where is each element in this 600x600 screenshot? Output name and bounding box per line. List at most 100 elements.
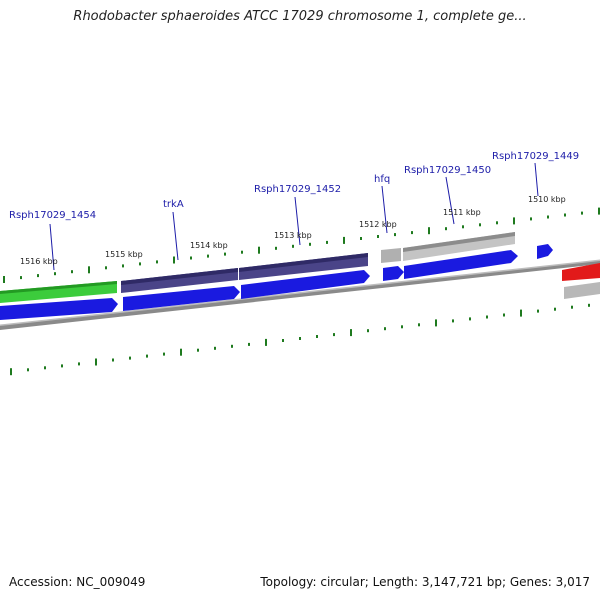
gene-bar-rsph17029-1454-shade xyxy=(0,281,117,294)
lower-tick-minor xyxy=(214,346,216,350)
lower-tick-minor xyxy=(248,342,250,346)
upper-tick-major xyxy=(173,256,175,264)
lower-tick-major xyxy=(10,368,12,376)
upper-tick-major xyxy=(428,227,430,235)
lower-tick-minor xyxy=(486,315,488,319)
upper-tick-minor xyxy=(156,260,158,264)
gene-label-trka[interactable]: trkA xyxy=(163,199,184,210)
kbp-label-1510: 1510 kbp xyxy=(528,195,566,204)
kbp-label-1516: 1516 kbp xyxy=(20,257,58,266)
leader-line-1449 xyxy=(534,162,539,197)
cds-arrow-1452[interactable] xyxy=(241,270,370,299)
upper-tick-major xyxy=(3,276,5,283)
chromosome-backbone-highlight xyxy=(0,259,600,326)
upper-tick-minor xyxy=(241,250,243,254)
upper-tick-major xyxy=(258,246,260,254)
kbp-label-1511: 1511 kbp xyxy=(443,208,481,217)
gene-label-rsph17029-1449[interactable]: Rsph17029_1449 xyxy=(492,151,579,162)
gene-label-rsph17029-1450[interactable]: Rsph17029_1450 xyxy=(404,165,491,176)
map-title: Rhodobacter sphaeroides ATCC 17029 chrom… xyxy=(73,9,527,24)
lower-tick-major xyxy=(95,358,97,366)
upper-tick-minor xyxy=(224,252,226,256)
upper-tick-minor xyxy=(377,235,379,238)
upper-tick-minor xyxy=(496,221,498,225)
lower-tick-minor xyxy=(418,323,420,327)
lower-tick-minor xyxy=(537,309,539,313)
lower-tick-minor xyxy=(146,354,148,358)
lower-tick-minor xyxy=(401,325,403,329)
lower-tick-minor xyxy=(197,348,199,352)
lower-tick-major xyxy=(435,319,437,327)
lower-tick-minor xyxy=(299,337,301,340)
kbp-label-1514: 1514 kbp xyxy=(190,241,228,250)
upper-tick-minor xyxy=(54,272,56,276)
lower-tick-minor xyxy=(469,317,471,321)
upper-tick-minor xyxy=(564,213,566,217)
lower-tick-minor xyxy=(61,364,63,368)
lower-tick-minor xyxy=(27,368,29,372)
upper-tick-minor xyxy=(547,215,549,219)
upper-tick-minor xyxy=(190,256,192,260)
leader-line-1450 xyxy=(445,176,455,225)
cds-arrow-hfq[interactable] xyxy=(383,266,404,281)
kbp-label-1513: 1513 kbp xyxy=(274,231,312,240)
lower-tick-minor xyxy=(571,305,573,309)
upper-tick-minor xyxy=(71,270,73,274)
leader-line-hfq xyxy=(381,185,388,234)
upper-tick-minor xyxy=(20,276,22,280)
gene-leader-lines xyxy=(49,162,539,271)
upper-tick-major xyxy=(88,266,90,274)
upper-tick-minor xyxy=(394,233,396,237)
gene-bar-gray-right[interactable] xyxy=(564,282,600,299)
upper-tick-minor xyxy=(309,242,311,246)
lower-tick-major xyxy=(265,338,267,346)
upper-tick-minor xyxy=(445,227,447,231)
gene-label-rsph17029-1452[interactable]: Rsph17029_1452 xyxy=(254,184,341,195)
lower-tick-minor xyxy=(367,329,369,333)
lower-tick-minor xyxy=(112,358,114,362)
lower-tick-minor xyxy=(503,313,505,317)
upper-tick-minor xyxy=(530,217,532,221)
lower-tick-major xyxy=(350,329,352,337)
lower-tick-minor xyxy=(333,333,335,337)
upper-tick-minor xyxy=(207,254,209,258)
lower-tick-minor xyxy=(452,319,454,323)
lower-tick-minor xyxy=(384,327,386,331)
lower-tick-major xyxy=(520,309,522,317)
gene-bar-trka-shade xyxy=(121,268,238,285)
gene-bar-hfq[interactable] xyxy=(381,248,401,263)
lower-tick-minor xyxy=(129,356,131,360)
chromosome-backbone xyxy=(0,260,600,330)
leader-line-trka xyxy=(172,211,179,261)
kbp-label-1515: 1515 kbp xyxy=(105,250,143,259)
upper-tick-minor xyxy=(37,274,39,278)
kbp-label-1512: 1512 kbp xyxy=(359,220,397,229)
leader-line-1454 xyxy=(49,223,55,271)
lower-tick-minor xyxy=(554,307,556,311)
upper-tick-major xyxy=(343,236,345,244)
cds-arrow-1454[interactable] xyxy=(0,298,118,320)
genome-stats-text: Topology: circular; Length: 3,147,721 bp… xyxy=(260,575,590,589)
upper-tick-scale xyxy=(3,207,600,283)
upper-tick-major xyxy=(513,217,515,225)
upper-tick-minor xyxy=(462,225,464,229)
lower-tick-minor xyxy=(231,344,233,348)
gene-bar-rsph17029-1450-shade xyxy=(403,232,515,252)
gene-label-rsph17029-1454[interactable]: Rsph17029_1454 xyxy=(9,210,96,221)
gene-label-hfq[interactable]: hfq xyxy=(374,174,390,185)
cds-arrow-trka[interactable] xyxy=(123,286,240,311)
lower-tick-minor xyxy=(163,352,165,356)
gene-bar-rsph17029-1452-shade xyxy=(239,253,368,272)
upper-tick-minor xyxy=(275,246,277,250)
lower-tick-minor xyxy=(282,339,284,342)
leader-line-1452 xyxy=(294,196,301,246)
cds-arrow-1450[interactable] xyxy=(404,250,518,279)
lower-tick-minor xyxy=(588,303,590,307)
upper-tick-minor xyxy=(105,266,107,270)
upper-tick-minor xyxy=(581,211,583,215)
upper-tick-minor xyxy=(411,231,413,235)
gene-bar-red[interactable] xyxy=(562,263,600,281)
lower-tick-major xyxy=(180,348,182,356)
cds-arrow-1449[interactable] xyxy=(537,244,553,259)
